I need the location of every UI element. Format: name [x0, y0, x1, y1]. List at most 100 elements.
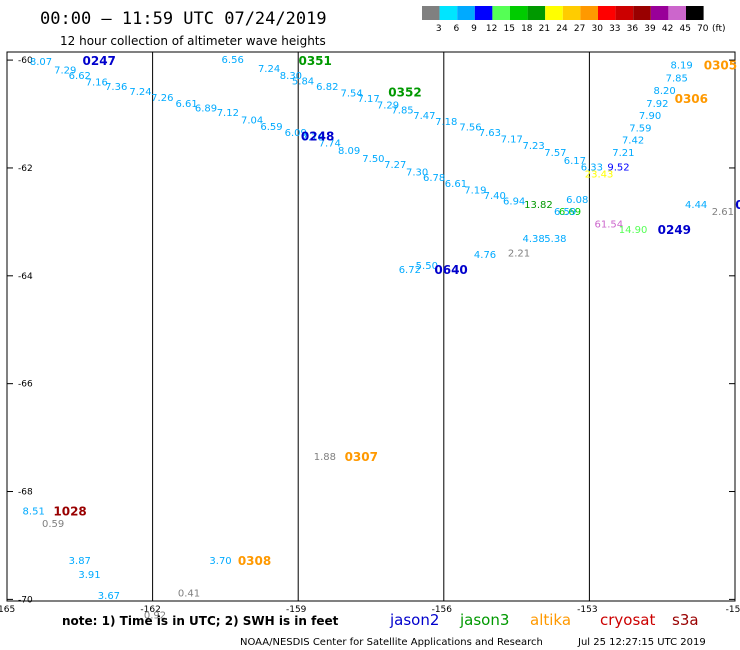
- legend-swatch: [562, 6, 581, 20]
- wave-height-value: 6.82: [316, 82, 338, 93]
- wave-height-value: 7.57: [544, 148, 566, 159]
- wave-height-value: 6.09: [285, 128, 307, 139]
- wave-height-value: 2.21: [508, 249, 530, 260]
- wave-height-value: 7.63: [479, 128, 501, 139]
- legend-swatch: [633, 6, 651, 20]
- longitude-tick-label: -165: [0, 605, 15, 615]
- wave-height-value: 6.08: [566, 195, 588, 206]
- legend-bin-label: 12: [486, 24, 497, 34]
- map-border: [6, 51, 736, 602]
- pass-time-label: 0306: [675, 92, 708, 106]
- wave-height-value: 6.69: [559, 207, 581, 218]
- wave-height-value: 5.84: [292, 77, 314, 88]
- wave-height-value: 1.88: [314, 452, 336, 463]
- wave-height-value: 7.24: [258, 64, 280, 75]
- legend-swatch: [422, 6, 440, 20]
- wave-height-value: 7.17: [357, 94, 379, 105]
- legend-swatch: [615, 6, 634, 20]
- wave-height-value: 7.40: [484, 191, 506, 202]
- pass-labels-layer: 0247035103520248030503060641035024906400…: [53, 54, 740, 568]
- satellite-name: jason3: [459, 611, 509, 629]
- legend-bin-label: 9: [471, 24, 477, 34]
- wave-height-value: 4.38: [522, 234, 544, 245]
- wave-height-value: 4.44: [685, 200, 707, 211]
- wave-height-value: 8.51: [23, 506, 45, 517]
- wave-height-value: 7.36: [105, 82, 127, 93]
- wave-height-value: 7.47: [413, 111, 435, 122]
- pass-time-label: 0308: [238, 554, 271, 568]
- wave-height-value: 5.38: [544, 234, 566, 245]
- wave-height-value: 23.43: [585, 169, 614, 180]
- longitude-tick-label: -159: [286, 605, 307, 615]
- wave-height-value: 7.50: [362, 154, 384, 165]
- satellite-name: jason2: [389, 611, 439, 629]
- latitude-tick-label: -70: [18, 595, 33, 605]
- legend-bin-label: 6: [454, 24, 460, 34]
- wave-height-value: 6.61: [445, 179, 467, 190]
- legend-bin-label: 39: [644, 24, 656, 34]
- legend-swatch: [439, 6, 458, 20]
- legend-swatch: [686, 6, 704, 20]
- longitude-tick-label: -15: [726, 605, 740, 615]
- pass-time-label: 0351: [298, 54, 331, 68]
- wave-height-value: 6.17: [564, 156, 586, 167]
- wave-height-value: 7.29: [377, 100, 399, 111]
- legend-bin-label: 15: [503, 24, 514, 34]
- satellite-name: s3a: [672, 611, 699, 629]
- pass-time-label: 0305: [704, 58, 737, 72]
- time-range-title: 00:00 – 11:59 UTC 07/24/2019: [40, 9, 327, 29]
- legend-swatch: [650, 6, 669, 20]
- latitude-tick-label: -68: [18, 488, 33, 498]
- wave-height-value: 3.87: [69, 556, 91, 567]
- wave-height-value: 6.72: [399, 265, 421, 276]
- longitude-tick-label: -156: [432, 605, 453, 615]
- wave-height-value: 8.07: [30, 57, 52, 68]
- legend-swatch: [545, 6, 563, 20]
- legend-bin-label: 18: [521, 24, 533, 34]
- pass-time-label: 0248: [301, 130, 334, 144]
- map-frame: [6, 51, 736, 602]
- wave-height-value: 7.76: [302, 133, 324, 144]
- wave-height-value: 7.92: [646, 99, 668, 110]
- wave-height-value: 9.52: [607, 162, 629, 173]
- wave-height-value: 7.21: [612, 148, 634, 159]
- wave-height-value: 7.56: [459, 122, 481, 133]
- wave-height-value: 6.56: [222, 55, 244, 66]
- wave-height-value: 14.90: [619, 225, 648, 236]
- legend-swatch: [474, 6, 493, 20]
- latitude-tick-label: -66: [18, 380, 33, 390]
- wave-height-value: 0.59: [42, 519, 64, 530]
- legend-unit: (ft): [712, 24, 726, 34]
- longitude-tick-label: -153: [577, 605, 597, 615]
- wave-height-value: 7.85: [666, 73, 688, 84]
- pass-time-label: 0249: [658, 223, 691, 237]
- legend-bin-label: 3: [436, 24, 442, 34]
- latitude-tick-label: -64: [18, 272, 33, 282]
- legend-swatch: [668, 6, 686, 20]
- axis-ticks: -165 -162 -159 -156 -153 -15 -60 -62 -64 -66 -68 -7…: [0, 52, 740, 615]
- wave-height-value: 6.89: [195, 104, 217, 115]
- legend-bin-label: 70: [697, 24, 709, 34]
- wave-height-value: 7.29: [54, 65, 76, 76]
- pass-time-label: 1028: [53, 504, 86, 518]
- wave-height-value: 8.09: [338, 146, 360, 157]
- wave-height-value: 61.54: [594, 219, 623, 230]
- wave-height-value: 7.19: [464, 186, 486, 197]
- wave-height-value: 7.24: [129, 87, 151, 98]
- wave-height-value: 2.61: [712, 207, 734, 218]
- legend-bin-label: 21: [539, 24, 550, 34]
- wave-height-value: 6.62: [69, 71, 91, 82]
- legend-bin-label: 42: [662, 24, 673, 34]
- subtitle: 12 hour collection of altimeter wave hei…: [60, 34, 326, 48]
- wave-height-value: 8.19: [670, 60, 692, 71]
- wave-height-value: 7.26: [151, 93, 173, 104]
- footer-note: note: 1) Time is in UTC; 2) SWH is in fe…: [62, 614, 339, 628]
- legend-bin-label: 36: [627, 24, 639, 34]
- pass-time-label: 0307: [345, 450, 378, 464]
- wave-height-value: 8.30: [280, 71, 302, 82]
- wave-height-value: 3.70: [209, 556, 231, 567]
- satellite-legend: jason2 jason3 altika cryosat s3a: [389, 611, 699, 629]
- wave-height-value: 7.30: [406, 168, 428, 179]
- longitude-tick-label: -162: [140, 605, 160, 615]
